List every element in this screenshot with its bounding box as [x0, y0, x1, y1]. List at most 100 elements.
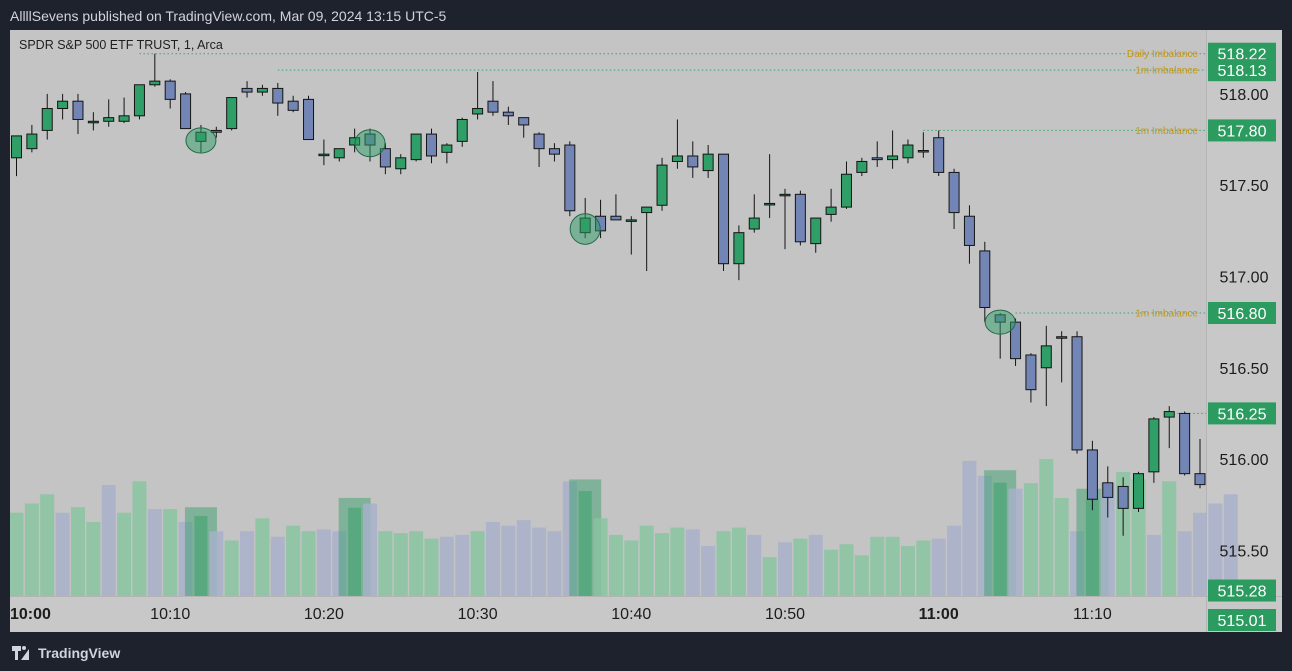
volume-bar	[900, 546, 915, 596]
candle	[963, 205, 975, 264]
candle	[1163, 406, 1175, 449]
candle-body	[210, 129, 222, 133]
volume-bar	[747, 534, 762, 596]
volume-bar	[824, 549, 839, 596]
candlestick-chart[interactable]: Daily Imbalance 1m Imbalance 1m Imbalance 1…	[10, 30, 1282, 632]
volume-bar-inner	[194, 516, 208, 596]
volume-bar	[424, 538, 439, 596]
candle	[1071, 331, 1083, 454]
price-label-text: 515.01	[1218, 613, 1267, 630]
volume-bar	[55, 512, 70, 596]
x-tick-label: 10:20	[304, 606, 344, 623]
candle-body	[164, 80, 176, 100]
candle-body	[933, 137, 945, 173]
bottom-bar: TradingView	[0, 636, 1292, 671]
candle-body	[625, 219, 637, 222]
volume-bar	[1177, 531, 1192, 596]
y-axis-ticks: 518.00 517.50 517.00 516.50 516.00 515.50	[1220, 87, 1269, 560]
candle-body	[103, 117, 115, 122]
volume-bar	[1054, 497, 1069, 596]
volume-bar	[516, 520, 531, 596]
x-tick-label: 10:00	[10, 606, 51, 623]
volume-bar	[1208, 503, 1223, 596]
chart-area[interactable]: Daily Imbalance 1m Imbalance 1m Imbalance 1…	[10, 30, 1282, 632]
price-labels: 518.22518.13517.80516.80516.25515.28515.…	[1208, 42, 1276, 631]
volume-bar	[485, 522, 500, 596]
candle-body	[149, 80, 161, 86]
level-label: 1m Imbalance	[1135, 126, 1198, 137]
candle-body	[502, 111, 514, 117]
volume-bar	[1100, 483, 1115, 596]
candle	[441, 143, 453, 164]
imbalance-levels: Daily Imbalance 1m Imbalance 1m Imbalance 1…	[139, 49, 1206, 414]
volume-bar	[24, 503, 39, 596]
volume-bar	[301, 531, 316, 596]
candle-body	[610, 215, 622, 221]
candle	[948, 168, 960, 230]
candle-body	[472, 108, 484, 115]
volume-bar	[762, 557, 777, 596]
candle	[702, 145, 714, 178]
candle	[840, 161, 852, 209]
candle-body	[1194, 473, 1206, 486]
candle	[87, 112, 99, 131]
candle	[856, 157, 868, 177]
candle	[425, 128, 437, 164]
volume-bar	[40, 494, 55, 596]
candle-body	[1071, 336, 1083, 451]
tradingview-logo[interactable]: TradingView	[12, 645, 120, 661]
volume-bar	[455, 534, 470, 596]
x-tick-label: 10:50	[765, 606, 805, 623]
volume-bar	[1039, 459, 1054, 596]
candle-highlight-ellipse	[354, 129, 386, 158]
candle	[41, 93, 53, 140]
candle-body	[256, 87, 268, 93]
candle-body	[57, 100, 69, 110]
y-tick-label: 515.50	[1220, 543, 1269, 560]
candle	[1148, 417, 1160, 483]
volume-bar	[562, 481, 577, 596]
candle-body	[902, 144, 914, 159]
volume-bar	[409, 531, 424, 596]
candle	[641, 206, 653, 272]
candle-body	[856, 160, 868, 173]
candle-body	[1133, 473, 1145, 509]
candle-body	[226, 97, 238, 130]
candle	[533, 132, 545, 167]
volume-bar	[1192, 512, 1207, 596]
candle	[933, 130, 945, 177]
candle-body	[887, 155, 899, 161]
volume-bar	[86, 522, 101, 596]
volume-bar	[209, 531, 224, 596]
volume-bar	[639, 525, 654, 596]
title: SPDR S&P 500 ETF TRUST, 1, Arca	[19, 38, 223, 52]
y-tick-label: 517.50	[1220, 178, 1269, 195]
candle	[149, 53, 161, 87]
volume-bar	[1223, 494, 1238, 596]
candle-body	[1086, 449, 1098, 500]
volume-bar	[378, 531, 393, 596]
candle-body	[333, 148, 345, 159]
candle-body	[180, 93, 192, 130]
volume-bar-inner	[993, 482, 1007, 596]
level-label: Daily Imbalance	[1127, 49, 1199, 60]
volume-bar	[962, 460, 977, 596]
volume-bar	[270, 536, 285, 596]
candle-body	[564, 144, 576, 212]
volume-bar	[1023, 483, 1038, 596]
candle-body	[979, 250, 991, 309]
candle-body	[441, 144, 453, 153]
candle	[256, 84, 268, 96]
level-label: 1m Imbalance	[1135, 309, 1198, 320]
x-tick-label: 10:30	[458, 606, 498, 623]
candle	[748, 194, 760, 233]
x-tick-label: 10:40	[611, 606, 651, 623]
volume-bar	[501, 525, 516, 596]
candle-body	[318, 153, 330, 157]
candle-body	[72, 100, 84, 120]
candle-body	[825, 206, 837, 215]
candle-body	[1148, 418, 1160, 473]
y-tick-label: 518.00	[1220, 87, 1269, 104]
candle-body	[379, 148, 391, 168]
volume-bar	[716, 531, 731, 596]
